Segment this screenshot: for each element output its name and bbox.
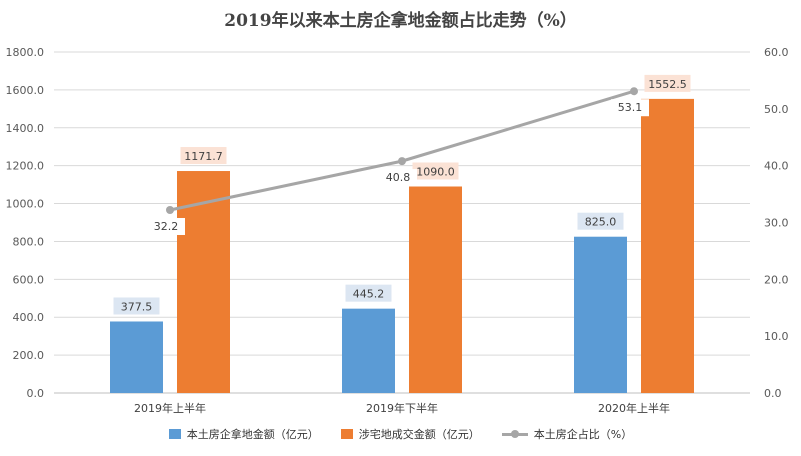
bar bbox=[342, 308, 395, 393]
bar bbox=[641, 98, 694, 393]
data-label-bg bbox=[412, 162, 459, 180]
y-right-tick-label: 60.0 bbox=[764, 46, 789, 59]
bar bbox=[110, 321, 163, 393]
data-label-bg bbox=[113, 297, 160, 315]
data-label-bg bbox=[180, 147, 227, 165]
data-label: 1171.7 bbox=[184, 150, 223, 163]
legend-swatch-blue bbox=[168, 429, 181, 439]
legend-item-local-land: 本土房企拿地金额（亿元） bbox=[168, 426, 319, 442]
line-series bbox=[169, 89, 635, 212]
legend-label: 本土房企拿地金额（亿元） bbox=[186, 428, 319, 441]
data-label: 1090.0 bbox=[416, 166, 455, 179]
y-left-tick-label: 1000.0 bbox=[6, 198, 45, 211]
chart-title: 2019年以来本土房企拿地金额占比走势（%） bbox=[224, 11, 577, 31]
y-right-tick-label: 50.0 bbox=[764, 103, 789, 116]
data-label-bg bbox=[644, 74, 691, 92]
x-tick-label: 2019年下半年 bbox=[366, 401, 438, 415]
bar bbox=[574, 236, 627, 393]
legend-label: 本土房企占比（%） bbox=[533, 428, 633, 441]
y-left-tick-label: 200.0 bbox=[13, 349, 45, 362]
y-right-tick-label: 30.0 bbox=[764, 217, 789, 230]
y-left-tick-label: 0.0 bbox=[27, 387, 45, 400]
y-right-tick-label: 20.0 bbox=[764, 273, 789, 286]
legend-swatch-orange bbox=[340, 429, 353, 439]
legend-swatch-line bbox=[501, 429, 528, 439]
legend-item-local-share: 本土房企占比（%） bbox=[501, 426, 633, 442]
line-point bbox=[166, 205, 174, 214]
data-label: 377.5 bbox=[121, 300, 153, 313]
data-label-bg bbox=[345, 284, 392, 302]
y-right-tick-label: 10.0 bbox=[764, 330, 789, 343]
x-tick-label: 2019年上半年 bbox=[134, 401, 206, 415]
data-label: 32.2 bbox=[154, 220, 179, 233]
data-label-bg bbox=[379, 169, 417, 187]
y-left-tick-label: 800.0 bbox=[13, 235, 45, 248]
y-left-tick-label: 1800.0 bbox=[6, 46, 45, 59]
data-label-bg bbox=[611, 99, 649, 117]
line-point bbox=[630, 87, 638, 96]
data-label: 825.0 bbox=[585, 216, 617, 229]
chart-legend: 本土房企拿地金额（亿元） 涉宅地成交金额（亿元） 本土房企占比（%） bbox=[0, 426, 801, 442]
y-left-tick-label: 1200.0 bbox=[6, 160, 45, 173]
y-right-tick-label: 40.0 bbox=[764, 160, 789, 173]
bar bbox=[409, 186, 462, 393]
data-label: 1552.5 bbox=[648, 78, 687, 91]
x-tick-label: 2020年上半年 bbox=[598, 401, 670, 415]
legend-label: 涉宅地成交金额（亿元） bbox=[358, 428, 480, 441]
y-right-tick-label: 0.0 bbox=[764, 387, 782, 400]
data-label-bg bbox=[147, 217, 185, 235]
y-left-tick-label: 1400.0 bbox=[6, 122, 45, 135]
data-label: 40.8 bbox=[386, 171, 411, 184]
data-label: 445.2 bbox=[353, 288, 385, 301]
line-point bbox=[398, 157, 406, 166]
y-left-tick-label: 1600.0 bbox=[6, 84, 45, 97]
data-label-bg bbox=[577, 212, 624, 230]
y-left-tick-label: 400.0 bbox=[13, 311, 45, 324]
y-left-tick-label: 600.0 bbox=[13, 273, 45, 286]
data-label: 53.1 bbox=[618, 101, 643, 114]
legend-item-residential-land: 涉宅地成交金额（亿元） bbox=[340, 426, 480, 442]
